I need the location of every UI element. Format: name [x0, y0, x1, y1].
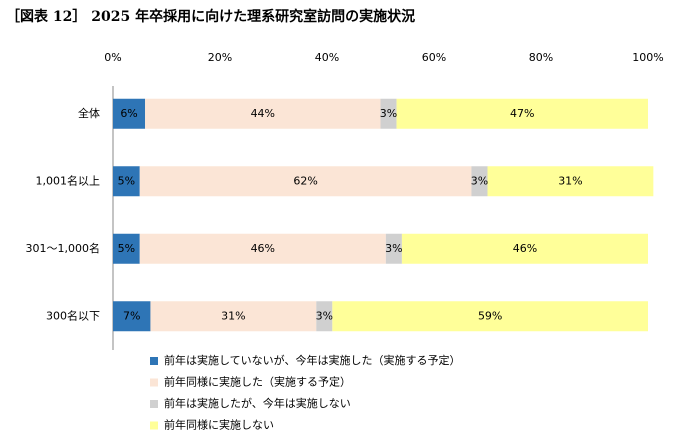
y-tick-label: 全体	[78, 106, 100, 120]
legend-swatch	[150, 357, 158, 365]
bar-segment	[113, 301, 151, 332]
bar-segment	[145, 98, 381, 129]
x-tick-label: 0%	[104, 51, 121, 64]
data-label: 46%	[513, 242, 537, 255]
data-label: 46%	[251, 242, 275, 255]
legend-swatch	[150, 378, 158, 387]
bar-segment	[401, 233, 648, 264]
y-tick-label: 300名以下	[46, 308, 100, 322]
data-label: 3%	[316, 309, 333, 322]
data-label: 3%	[380, 107, 397, 120]
legend-label: 前年は実施していないが、今年は実施した（実施する予定）	[164, 353, 460, 367]
bar-segment	[471, 166, 488, 197]
data-label: 59%	[478, 309, 502, 322]
x-tick-label: 80%	[529, 51, 553, 64]
bar-segment	[316, 301, 333, 332]
x-tick-label: 100%	[632, 51, 663, 64]
bar-segment	[332, 301, 648, 332]
bar-segment	[487, 166, 654, 197]
data-label: 31%	[558, 174, 582, 187]
legend-swatch	[150, 400, 158, 408]
bar-segment	[380, 98, 397, 129]
data-label: 47%	[510, 107, 534, 120]
bar-segment	[139, 166, 472, 197]
chart-title: ［図表 12］ 2025 年卒採用に向けた理系研究室訪問の実施状況	[6, 8, 415, 25]
data-label: 5%	[118, 242, 135, 255]
data-label: 44%	[251, 107, 275, 120]
y-tick-label: 1,001名以上	[36, 173, 101, 187]
bar-segment	[139, 233, 386, 264]
data-label: 5%	[118, 174, 135, 187]
legend-label: 前年同様に実施した（実施する予定）	[164, 375, 351, 389]
bar-segment	[396, 98, 648, 129]
legend-swatch	[150, 421, 158, 430]
data-label: 31%	[221, 309, 245, 322]
bar-segment	[385, 233, 402, 264]
bar-segment	[150, 301, 317, 332]
x-tick-label: 20%	[208, 51, 232, 64]
data-label: 7%	[123, 309, 140, 322]
bar-segment	[113, 166, 140, 197]
data-label: 3%	[385, 242, 402, 255]
x-tick-label: 40%	[315, 51, 339, 64]
data-label: 62%	[293, 174, 317, 187]
data-label: 6%	[120, 107, 137, 120]
x-tick-label: 60%	[422, 51, 446, 64]
legend-label: 前年同様に実施しない	[164, 418, 274, 432]
y-tick-label: 301～1,000名	[26, 241, 101, 255]
bar-segment	[113, 233, 140, 264]
bar-segment	[113, 98, 146, 129]
legend-label: 前年は実施したが、今年は実施しない	[164, 396, 351, 410]
data-label: 3%	[471, 174, 488, 187]
